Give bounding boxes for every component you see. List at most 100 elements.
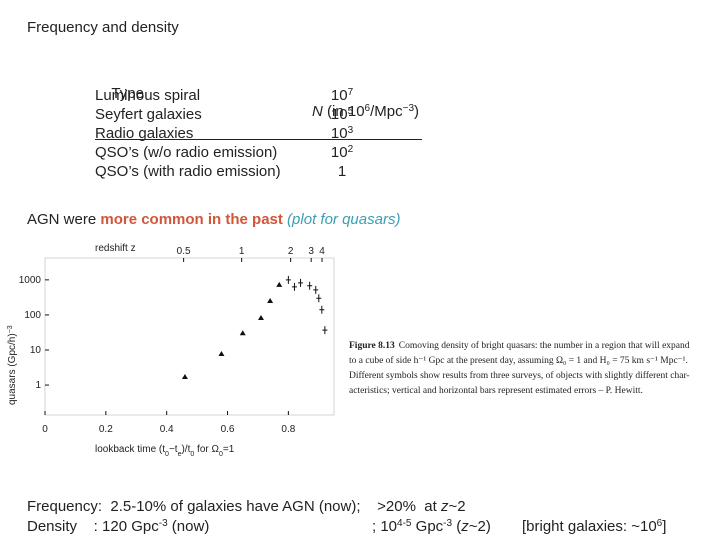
footer-exp: 6 xyxy=(656,518,663,529)
row-n: 102 xyxy=(282,144,402,162)
footer-text: ; 10 xyxy=(372,518,398,535)
footer-exp: 4-5 xyxy=(397,518,412,529)
z-tick-label: 4 xyxy=(319,246,325,257)
x-label-part: 0 xyxy=(219,451,223,458)
y-axis-label: quasars (Gpc/h)−3 xyxy=(7,325,19,405)
footer-line: ; 104-5 Gpc-3 (z~2) xyxy=(372,518,491,536)
plot-frame xyxy=(44,257,335,416)
row-type: Radio galaxies xyxy=(95,125,194,142)
x-label-part: 0 xyxy=(190,451,194,458)
point xyxy=(239,330,246,336)
z-tick-label: 3 xyxy=(308,246,314,257)
point xyxy=(276,281,283,287)
caption-text: Comoving density of bright quasars: the … xyxy=(399,340,690,351)
y-label-text: quasars (Gpc/h) xyxy=(7,333,18,405)
x-tick-label: 0.8 xyxy=(281,424,295,435)
x-tick-label: 0 xyxy=(42,424,48,435)
footer-text: (now) xyxy=(167,518,210,535)
n-base: 10 xyxy=(330,87,348,104)
y-tick-label: 100 xyxy=(24,310,41,321)
point xyxy=(307,281,313,290)
y-tick-label: 1000 xyxy=(19,275,42,286)
row-type: QSO’s (with radio emission) xyxy=(95,163,281,180)
x-label-part: 0 xyxy=(165,451,169,458)
z-tick-label: 0.5 xyxy=(177,246,191,257)
x-tick-label: 0.2 xyxy=(99,424,113,435)
point xyxy=(181,373,188,379)
z-tick-label: 1 xyxy=(239,246,245,257)
footer-text: z xyxy=(440,498,449,515)
caption-line: Different symbols show results from thre… xyxy=(349,370,690,381)
header-type: Type xyxy=(111,85,144,102)
y-tick-label: 10 xyxy=(30,345,42,356)
sentence-lead: AGN were xyxy=(27,211,101,228)
point xyxy=(313,285,319,294)
top-axis-label: redshift z xyxy=(95,243,136,254)
footer-text: ( xyxy=(452,518,462,535)
n-exp: 5 xyxy=(347,106,354,117)
footer-text: [bright galaxies: ~10 xyxy=(522,518,657,535)
y-tick-label: 1 xyxy=(35,380,41,391)
n-unit: ) xyxy=(414,103,420,120)
n-base: 10 xyxy=(330,125,348,142)
point xyxy=(316,294,322,303)
x-label-part: e xyxy=(178,451,182,458)
x-tick-label: 0.4 xyxy=(160,424,174,435)
footer-line: Density : 120 Gpc-3 (now) xyxy=(27,518,209,536)
x-label-part: )/t xyxy=(181,444,190,455)
sentence-note: (plot for quasars) xyxy=(282,211,401,228)
z-tick-label: 2 xyxy=(288,246,294,257)
footer-text: z xyxy=(461,518,469,535)
caption-line: acteristics; vertical and horizontal bar… xyxy=(349,386,643,396)
n-exp: −3 xyxy=(402,103,415,114)
caption-line: to a cube of side h⁻¹ Gpc at the present… xyxy=(349,355,688,366)
row-n: 105 xyxy=(282,106,402,124)
point xyxy=(319,305,325,314)
point xyxy=(267,297,274,303)
row-n: 107 xyxy=(282,87,402,105)
footer-text: ] xyxy=(662,518,667,535)
n-base: 10 xyxy=(330,106,348,123)
footer-text: Frequency: 2.5-10% of galaxies have AGN … xyxy=(27,498,441,515)
footer-text: ~2 xyxy=(448,498,466,515)
n-exp: 2 xyxy=(347,144,354,155)
x-label-part: for Ω xyxy=(194,444,219,455)
footer-text: ~2) xyxy=(468,518,491,535)
footer-line: Frequency: 2.5-10% of galaxies have AGN … xyxy=(27,498,466,516)
row-n: 103 xyxy=(282,125,402,143)
caption-label: Figure 8.13 xyxy=(349,341,395,351)
n-base: 10 xyxy=(330,144,348,161)
n-base: 1 xyxy=(337,163,347,180)
n-exp: 6 xyxy=(364,103,371,114)
footer-exp: -3 xyxy=(443,518,453,529)
x-label-part: −t xyxy=(169,444,178,455)
n-unit: /Mpc xyxy=(370,103,403,120)
header-n: N (in 106/Mpc−3) xyxy=(312,103,419,121)
slide-title: Frequency and density xyxy=(27,19,179,36)
footer-text: Density : 120 Gpc xyxy=(27,518,159,535)
y-label-exp: −3 xyxy=(7,325,14,333)
row-type: Seyfert galaxies xyxy=(95,106,202,123)
n-exp: 7 xyxy=(347,87,354,98)
table-header: Type N (in 106/Mpc−3) xyxy=(95,67,422,140)
footer-line: [bright galaxies: ~106] xyxy=(522,518,666,536)
n-symbol: N xyxy=(312,103,323,120)
sentence: AGN were more common in the past (plot f… xyxy=(27,211,400,229)
row-n: 1 xyxy=(282,163,402,181)
x-label-part: =1 xyxy=(223,444,235,455)
sentence-emphasis: more common in the past xyxy=(100,211,283,228)
footer-text: Gpc xyxy=(411,518,444,535)
x-tick-label: 0.6 xyxy=(221,424,235,435)
footer-exp: -3 xyxy=(158,518,168,529)
point xyxy=(291,282,297,291)
point xyxy=(322,326,328,335)
point xyxy=(298,278,304,287)
x-axis-label: lookback time (t0−te)/t0 for Ω0=1 xyxy=(95,444,235,458)
row-type: QSO’s (w/o radio emission) xyxy=(95,144,278,161)
point xyxy=(285,275,291,284)
n-unit: (in 10 xyxy=(322,103,365,120)
point xyxy=(257,314,264,320)
point xyxy=(218,350,225,356)
